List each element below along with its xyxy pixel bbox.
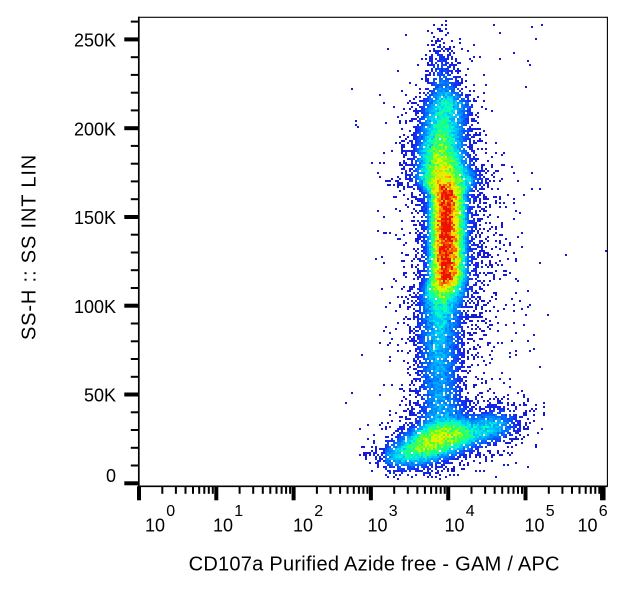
svg-text:1: 1 xyxy=(234,503,243,520)
svg-text:200K: 200K xyxy=(74,119,116,139)
svg-text:150K: 150K xyxy=(74,208,116,228)
svg-text:10: 10 xyxy=(145,516,165,536)
svg-text:6: 6 xyxy=(599,503,608,520)
svg-text:50K: 50K xyxy=(84,386,116,406)
svg-text:SS-H :: SS INT LIN: SS-H :: SS INT LIN xyxy=(19,154,41,340)
svg-text:0: 0 xyxy=(106,466,116,486)
svg-text:2: 2 xyxy=(314,503,323,520)
svg-text:0: 0 xyxy=(166,503,175,520)
svg-text:10: 10 xyxy=(213,516,233,536)
svg-text:4: 4 xyxy=(466,503,475,520)
svg-text:10: 10 xyxy=(368,516,388,536)
svg-text:10: 10 xyxy=(525,516,545,536)
svg-text:100K: 100K xyxy=(74,297,116,317)
svg-text:10: 10 xyxy=(293,516,313,536)
svg-text:250K: 250K xyxy=(74,31,116,51)
svg-text:CD107a Purified Azide free - G: CD107a Purified Azide free - GAM / APC xyxy=(189,554,560,576)
svg-text:10: 10 xyxy=(578,516,598,536)
svg-text:3: 3 xyxy=(389,503,398,520)
svg-text:10: 10 xyxy=(445,516,465,536)
svg-text:5: 5 xyxy=(546,503,555,520)
